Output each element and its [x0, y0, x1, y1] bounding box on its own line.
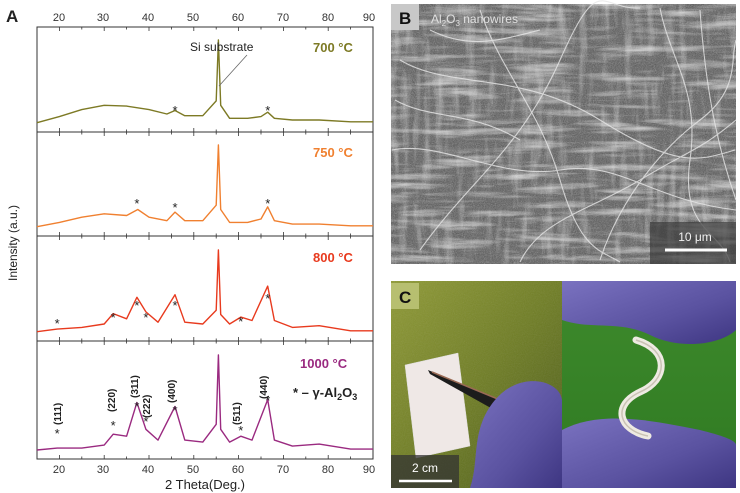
- bottom-tick-50: 50: [187, 464, 199, 476]
- panel-c-photo: 2 cm C: [391, 281, 736, 488]
- panel-a-xrd-plot: A 20 30 40 50 60 70 80 90 20 30 40 50 60…: [6, 7, 375, 492]
- top-tick-70: 70: [277, 12, 289, 24]
- peak-asterisk: *: [172, 403, 177, 418]
- glove-bottom: [562, 418, 736, 488]
- peak-asterisk: *: [143, 414, 148, 429]
- panel-b-label: B: [399, 9, 411, 28]
- photo-c-scale-bg: [391, 455, 459, 488]
- series-label-750: 750 °C: [313, 145, 354, 160]
- top-tick-40: 40: [142, 12, 154, 24]
- peak-asterisk: *: [265, 196, 270, 211]
- bent-film-shade: [621, 339, 662, 437]
- peak-asterisk: *: [265, 393, 270, 408]
- panel-c-label-bg: [391, 283, 419, 309]
- miller-222: (222): [142, 395, 153, 418]
- peak-asterisk: *: [55, 426, 60, 441]
- y-axis-label: Intensity (a.u.): [6, 205, 20, 281]
- top-tick-90: 90: [363, 12, 375, 24]
- si-substrate-label: Si substrate: [190, 40, 254, 54]
- peak-asterisk: *: [265, 103, 270, 118]
- top-axis: 20 30 40 50 60 70 80 90: [53, 12, 375, 24]
- peak-asterisk: *: [143, 310, 148, 325]
- peak-asterisk: *: [111, 310, 116, 325]
- top-tick-80: 80: [322, 12, 334, 24]
- miller-220: (220): [107, 389, 118, 412]
- peak-asterisk: *: [111, 418, 116, 433]
- bottom-tick-90: 90: [363, 464, 375, 476]
- spectrum-line-3: [36, 249, 373, 333]
- glove-top: [562, 281, 736, 345]
- panel-c-label: C: [399, 288, 411, 307]
- top-tick-60: 60: [232, 12, 244, 24]
- si-substrate-pointer: [218, 54, 248, 87]
- panel-a-label: A: [6, 7, 18, 26]
- bottom-axis: 20 30 40 50 60 70 80 90: [53, 464, 375, 476]
- sem-scale-label: 10 μm: [678, 230, 712, 244]
- peak-asterisk: *: [238, 423, 243, 438]
- bottom-tick-80: 80: [322, 464, 334, 476]
- miller-311: (311): [130, 375, 141, 398]
- miller-400: (400): [167, 380, 178, 403]
- bottom-tick-40: 40: [142, 464, 154, 476]
- panel-b-label-bg: [391, 4, 419, 30]
- glove-left: [470, 381, 562, 488]
- series-label-700: 700 °C: [313, 40, 354, 55]
- peak-markers: * * * * * * * * * * * * * * * * * * *: [55, 103, 271, 441]
- spectra: [36, 39, 373, 451]
- peak-asterisk: *: [134, 196, 139, 211]
- spectrum-line-4: [36, 354, 373, 451]
- photo-c-scale-label: 2 cm: [412, 461, 438, 475]
- bottom-tick-30: 30: [97, 464, 109, 476]
- sem-fibers-horizontal: [391, 4, 736, 264]
- sem-title: Al2O3 nanowires: [431, 12, 518, 28]
- miller-indices: (111) (220) (311) (222) (400) (511) (440…: [53, 375, 270, 425]
- series-label-1000: 1000 °C: [300, 356, 348, 371]
- spectrum-line-1: [36, 39, 373, 124]
- bottom-tick-70: 70: [277, 464, 289, 476]
- bottom-tick-20: 20: [53, 464, 65, 476]
- tick-marks: [59, 27, 374, 459]
- peak-asterisk: *: [172, 200, 177, 215]
- sem-scale-bg: [650, 222, 736, 264]
- paper-sample: [404, 352, 471, 459]
- bottom-tick-60: 60: [232, 464, 244, 476]
- series-label-800: 800 °C: [313, 250, 354, 265]
- miller-440: (440): [259, 376, 270, 399]
- miller-511: (511): [232, 402, 243, 425]
- spectrum-line-2: [36, 144, 373, 228]
- top-tick-20: 20: [53, 12, 65, 24]
- phase-legend: * – γ-Al2O3: [293, 385, 357, 402]
- tweezers-highlight: [431, 371, 506, 403]
- plot-frame: [36, 26, 374, 460]
- panel-b-sem-image: B Al2O3 nanowires 10 μm: [391, 0, 737, 264]
- miller-111: (111): [53, 403, 64, 425]
- top-tick-30: 30: [97, 12, 109, 24]
- x-axis-label: 2 Theta(Deg.): [165, 477, 245, 492]
- peak-asterisk: *: [238, 314, 243, 329]
- top-tick-50: 50: [187, 12, 199, 24]
- peak-asterisk: *: [134, 399, 139, 414]
- peak-asterisk: *: [172, 298, 177, 313]
- peak-asterisk: *: [55, 316, 60, 331]
- peak-asterisk: *: [134, 298, 139, 313]
- peak-asterisk: *: [265, 291, 270, 306]
- peak-asterisk: *: [172, 103, 177, 118]
